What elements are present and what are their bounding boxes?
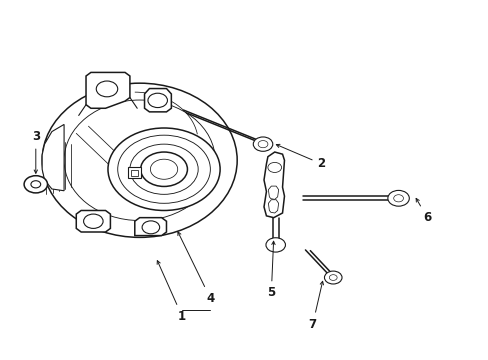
- Circle shape: [253, 137, 272, 151]
- Ellipse shape: [42, 83, 237, 237]
- Polygon shape: [42, 125, 64, 191]
- Circle shape: [31, 181, 41, 188]
- Text: 2: 2: [276, 144, 325, 170]
- Circle shape: [142, 221, 159, 234]
- Text: 5: 5: [266, 241, 275, 300]
- Circle shape: [329, 275, 336, 280]
- Circle shape: [24, 176, 47, 193]
- Polygon shape: [135, 218, 166, 235]
- Text: 3: 3: [32, 130, 40, 173]
- Polygon shape: [128, 167, 141, 178]
- Circle shape: [265, 238, 285, 252]
- Circle shape: [393, 195, 403, 202]
- Text: 4: 4: [178, 232, 214, 305]
- Circle shape: [150, 159, 177, 179]
- Polygon shape: [86, 72, 130, 108]
- Circle shape: [148, 93, 167, 108]
- Polygon shape: [268, 200, 278, 213]
- Circle shape: [324, 271, 341, 284]
- Polygon shape: [268, 186, 278, 199]
- Circle shape: [83, 214, 103, 228]
- Circle shape: [387, 190, 408, 206]
- Polygon shape: [76, 211, 110, 232]
- Text: 7: 7: [308, 281, 323, 331]
- Circle shape: [258, 140, 267, 148]
- Circle shape: [118, 135, 210, 203]
- Polygon shape: [264, 152, 284, 218]
- Circle shape: [96, 81, 118, 97]
- Circle shape: [130, 144, 198, 194]
- Circle shape: [267, 162, 281, 172]
- Circle shape: [108, 128, 220, 211]
- Polygon shape: [131, 170, 138, 176]
- Text: 6: 6: [415, 198, 430, 224]
- Text: 1: 1: [157, 261, 186, 323]
- Circle shape: [141, 152, 187, 186]
- Polygon shape: [144, 89, 171, 112]
- Ellipse shape: [64, 100, 215, 221]
